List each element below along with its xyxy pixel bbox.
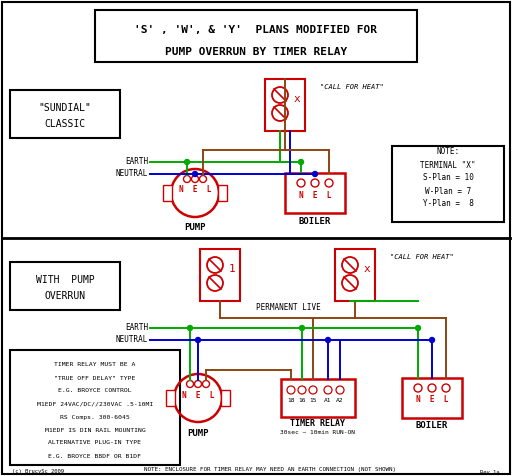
Text: A2: A2 [336, 398, 344, 404]
Text: WITH  PUMP: WITH PUMP [36, 275, 94, 285]
Bar [218, 185, 227, 201]
Circle shape [312, 171, 317, 177]
Text: A1: A1 [324, 398, 332, 404]
Text: PUMP: PUMP [187, 428, 209, 437]
Bar [392, 146, 504, 222]
Text: 15: 15 [309, 398, 317, 404]
Text: BOILER: BOILER [416, 422, 448, 430]
Text: 'S' , 'W', & 'Y'  PLANS MODIFIED FOR: 'S' , 'W', & 'Y' PLANS MODIFIED FOR [135, 25, 377, 35]
Text: NEUTRAL: NEUTRAL [116, 169, 148, 178]
Text: PUMP OVERRUN BY TIMER RELAY: PUMP OVERRUN BY TIMER RELAY [165, 47, 347, 57]
Text: 18: 18 [287, 398, 295, 404]
Text: BOILER: BOILER [299, 217, 331, 226]
Text: 16: 16 [298, 398, 306, 404]
Circle shape [430, 337, 435, 343]
Text: 1: 1 [229, 264, 236, 274]
Text: Y-Plan =  8: Y-Plan = 8 [422, 199, 474, 208]
Text: (c) BrucySc 2009: (c) BrucySc 2009 [12, 469, 64, 475]
Bar [10, 262, 120, 310]
Circle shape [300, 326, 305, 330]
Text: NOTE: ENCLOSURE FOR TIMER RELAY MAY NEED AN EARTH CONNECTION (NOT SHOWN): NOTE: ENCLOSURE FOR TIMER RELAY MAY NEED… [144, 467, 396, 473]
Text: TERMINAL "X": TERMINAL "X" [420, 160, 476, 169]
Text: NEUTRAL: NEUTRAL [116, 336, 148, 345]
Bar [163, 185, 172, 201]
Text: N  E  L: N E L [299, 190, 331, 199]
Text: CLASSIC: CLASSIC [45, 119, 86, 129]
Bar [221, 390, 230, 406]
Text: E.G. BROYCE CONTROL: E.G. BROYCE CONTROL [58, 388, 132, 394]
Circle shape [196, 337, 201, 343]
Bar [10, 90, 120, 138]
Text: M1EDF 24VAC/DC//230VAC .5-10MI: M1EDF 24VAC/DC//230VAC .5-10MI [37, 401, 153, 407]
Circle shape [298, 159, 304, 165]
Text: TIMER RELAY: TIMER RELAY [290, 418, 346, 427]
Bar [10, 350, 180, 465]
Text: EARTH: EARTH [125, 324, 148, 333]
Text: S-Plan = 10: S-Plan = 10 [422, 173, 474, 182]
Bar [265, 79, 305, 131]
Text: ALTERNATIVE PLUG-IN TYPE: ALTERNATIVE PLUG-IN TYPE [49, 440, 141, 446]
Text: OVERRUN: OVERRUN [45, 291, 86, 301]
Text: RS Comps. 300-6045: RS Comps. 300-6045 [60, 415, 130, 419]
Text: EARTH: EARTH [125, 158, 148, 167]
Circle shape [326, 337, 331, 343]
Text: "TRUE OFF DELAY" TYPE: "TRUE OFF DELAY" TYPE [54, 376, 136, 380]
Bar [402, 378, 462, 418]
Bar [200, 249, 240, 301]
Text: N  E  L: N E L [416, 396, 448, 405]
Text: NOTE:: NOTE: [436, 148, 460, 157]
Bar [285, 173, 345, 213]
Bar [335, 249, 375, 301]
Text: TIMER RELAY MUST BE A: TIMER RELAY MUST BE A [54, 363, 136, 367]
Text: Rev 1a: Rev 1a [480, 469, 500, 475]
Text: "SUNDIAL": "SUNDIAL" [38, 103, 92, 113]
Circle shape [416, 326, 420, 330]
Text: E.G. BROYCE B8DF OR B1DF: E.G. BROYCE B8DF OR B1DF [49, 454, 141, 458]
Text: N  E  L: N E L [182, 390, 214, 399]
Text: M1EDF IS DIN RAIL MOUNTING: M1EDF IS DIN RAIL MOUNTING [45, 427, 145, 433]
Text: "CALL FOR HEAT": "CALL FOR HEAT" [320, 84, 384, 90]
Text: x: x [293, 94, 301, 104]
Text: PUMP: PUMP [184, 224, 206, 232]
Bar [95, 10, 417, 62]
Text: 30sec ~ 10min RUN-ON: 30sec ~ 10min RUN-ON [281, 430, 355, 436]
Bar [281, 379, 355, 417]
Circle shape [193, 171, 198, 177]
Text: "CALL FOR HEAT": "CALL FOR HEAT" [390, 254, 454, 260]
Text: W-Plan = 7: W-Plan = 7 [425, 187, 471, 196]
Circle shape [187, 326, 193, 330]
Text: N  E  L: N E L [179, 186, 211, 195]
Text: x: x [364, 264, 370, 274]
Text: PERMANENT LIVE: PERMANENT LIVE [255, 304, 321, 313]
Bar [166, 390, 175, 406]
Circle shape [184, 159, 189, 165]
